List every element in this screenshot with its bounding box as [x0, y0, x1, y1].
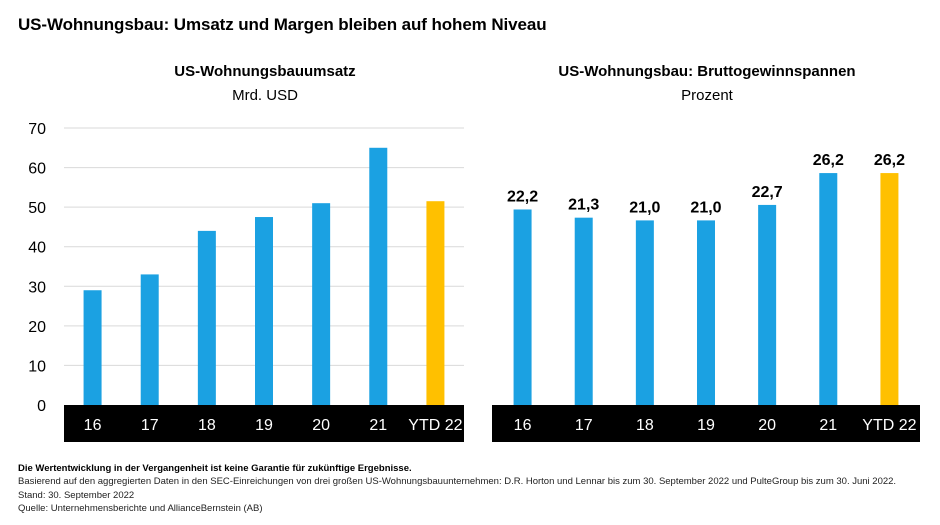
chart1-bar: [197, 230, 216, 405]
chart1-ytick-label: 30: [28, 279, 46, 296]
chart1-bar: [255, 217, 273, 405]
chart2-data-label: 21,0: [629, 199, 660, 216]
chart2-unit: Prozent: [681, 87, 733, 104]
chart2-xaxis-band: [492, 405, 920, 442]
chart1-xaxis-band: [64, 405, 464, 442]
chart1-ytick-label: 10: [28, 358, 46, 375]
chart1-bar: [83, 290, 102, 405]
chart1-bar: [369, 147, 388, 406]
footer-notes: Die Wertentwicklung in der Vergangenheit…: [18, 462, 896, 515]
chart1-unit: Mrd. USD: [232, 87, 298, 104]
chart1-xtick-label: 19: [255, 417, 273, 434]
footer-source: Quelle: Unternehmensberichte und Allianc…: [18, 502, 263, 514]
chart2-title: US-Wohnungsbau: Bruttogewinnspannen: [558, 63, 856, 80]
chart1-ytick-label: 40: [28, 240, 46, 257]
chart2-bar: [697, 220, 715, 405]
chart2-xtick-label: 21: [819, 417, 837, 434]
chart1-xtick-label: YTD 22: [408, 417, 462, 434]
footer-disclaimer: Die Wertentwicklung in der Vergangenheit…: [18, 463, 412, 474]
chart2-bar: [758, 204, 777, 405]
chart2-bar: [880, 173, 899, 405]
chart2-data-label: 26,2: [874, 152, 905, 169]
chart2-xtick-label: 17: [575, 417, 593, 434]
chart1-xtick-label: 17: [141, 417, 159, 434]
chart2-data-label: 21,0: [690, 199, 721, 216]
chart1-xtick-label: 16: [84, 417, 102, 434]
chart2-xtick-label: 20: [758, 417, 776, 434]
chart1-bar: [426, 201, 445, 405]
chart1-ytick-label: 60: [28, 161, 46, 178]
chart2-data-label: 22,7: [752, 184, 783, 201]
chart1-ytick-label: 50: [28, 200, 46, 217]
footer-date: Stand: 30. September 2022: [18, 489, 135, 501]
chart2-xtick-label: 16: [514, 417, 532, 434]
chart2-xtick-label: YTD 22: [862, 417, 916, 434]
chart2-data-label: 22,2: [507, 188, 538, 205]
chart1-ytick-label: 20: [28, 319, 46, 336]
chart2-bar: [574, 217, 593, 405]
chart1-bar: [312, 203, 331, 405]
chart2-data-label: 26,2: [813, 152, 844, 169]
chart1-ytick-label: 0: [37, 398, 46, 415]
chart1-xtick-label: 21: [369, 417, 387, 434]
chart2-data-label: 21,3: [568, 197, 599, 214]
footer-basis: Basierend auf den aggregierten Daten in …: [18, 476, 897, 488]
chart2-bar: [513, 209, 532, 405]
page-title: US-Wohnungsbau: Umsatz und Margen bleibe…: [18, 15, 547, 34]
chart2-xtick-label: 18: [636, 417, 654, 434]
chart1-xtick-label: 20: [312, 417, 330, 434]
chart1-title: US-Wohnungsbauumsatz: [174, 63, 356, 80]
chart1-bar: [140, 274, 159, 405]
chart2-bar: [635, 220, 654, 405]
chart1-xtick-label: 18: [198, 417, 216, 434]
chart2-xtick-label: 19: [697, 417, 715, 434]
chart1-ytick-label: 70: [28, 121, 46, 138]
chart2-bar: [819, 173, 838, 405]
